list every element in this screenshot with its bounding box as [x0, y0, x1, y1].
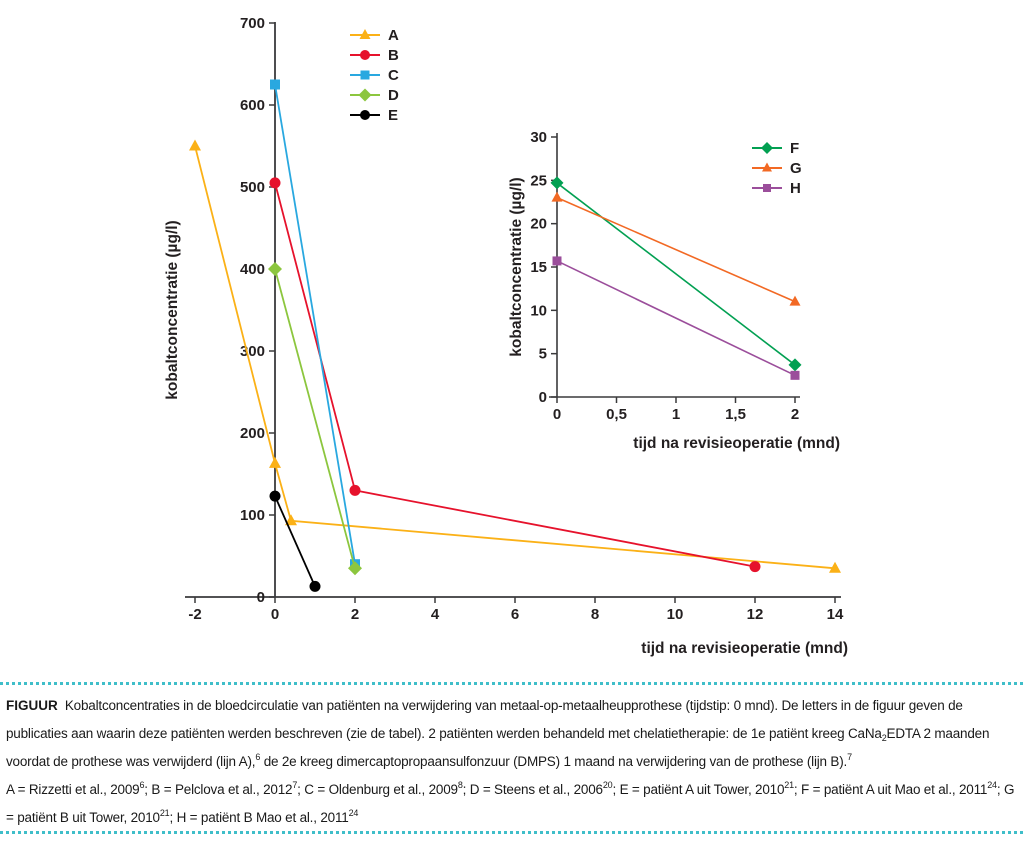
- caption-main-text: Kobaltconcentraties in de bloedcirculati…: [6, 698, 990, 769]
- series-G-marker: [789, 295, 801, 306]
- legend-marker-A: [359, 29, 371, 39]
- legend-marker-G: [762, 162, 772, 172]
- main-x-tick-label: 6: [511, 606, 519, 623]
- main-series-D: [268, 262, 362, 576]
- inset-legend: FGH: [752, 140, 802, 197]
- series-A-marker: [269, 456, 281, 468]
- main-chart: -2 0 2 4 6 8 10 12 140100200300400500600700tijd …: [164, 15, 848, 657]
- main-y-tick-label: 500: [240, 179, 265, 196]
- series-E-marker: [309, 580, 321, 592]
- main-series-E: [269, 490, 321, 592]
- legend-marker-E: [360, 110, 370, 120]
- inset-y-tick-label: 30: [530, 129, 547, 146]
- series-G-marker: [551, 191, 563, 202]
- caption-label: FIGUUR: [6, 698, 58, 713]
- main-x-tick-label: 10: [667, 606, 684, 623]
- main-y-tick-label: 600: [240, 97, 265, 114]
- caption-paragraph-main: FIGUUR Kobaltconcentraties in de bloedci…: [6, 692, 1018, 776]
- inset-y-tick-label: 10: [530, 302, 547, 319]
- series-B-marker: [749, 561, 761, 573]
- legend-marker-D: [358, 88, 372, 102]
- inset-y-axis-label: kobaltconcentratie (µg/l): [508, 177, 525, 356]
- main-y-tick-label: 400: [240, 261, 265, 278]
- dotted-divider-bottom: [0, 831, 1024, 834]
- main-series-B: [269, 177, 761, 573]
- inset-x-tick-label: 1,5: [725, 406, 746, 423]
- series-E-line: [274, 495, 316, 587]
- figure-caption-block: FIGUUR Kobaltconcentraties in de bloedci…: [6, 692, 1018, 832]
- caption-paragraph-refs: A = Rizzetti et al., 20096; B = Pelclova…: [6, 776, 1018, 832]
- inset-x-tick-label: 0: [553, 406, 561, 423]
- inset-x-axis-label: tijd na revisieoperatie (mnd): [633, 435, 840, 452]
- main-x-tick-label: 4: [431, 606, 440, 623]
- legend-label-G: G: [790, 160, 802, 177]
- legend-label-A: A: [388, 27, 399, 44]
- main-y-tick-label: 0: [257, 589, 265, 606]
- series-H-line: [556, 260, 796, 377]
- inset-y-tick-label: 15: [530, 259, 547, 276]
- series-D-line: [274, 268, 356, 569]
- series-D-marker: [268, 262, 282, 276]
- inset-y-tick-label: 25: [530, 172, 547, 189]
- inset-x-tick-label: 0,5: [606, 406, 627, 423]
- series-A-line: [194, 145, 836, 570]
- caption-refs-text: A = Rizzetti et al., 20096; B = Pelclova…: [6, 780, 1015, 826]
- legend-label-E: E: [388, 107, 398, 124]
- main-x-tick-label: 0: [271, 606, 279, 623]
- main-x-tick-label: 12: [747, 606, 764, 623]
- inset-series-F: [550, 176, 802, 372]
- main-x-tick-label: 8: [591, 606, 599, 623]
- main-x-axis-label: tijd na revisieoperatie (mnd): [641, 640, 848, 657]
- inset-x-tick-label: 2: [791, 406, 799, 423]
- series-G-line: [556, 196, 796, 303]
- series-B-marker: [269, 177, 281, 189]
- inset-x-tick-label: 1: [672, 406, 680, 423]
- series-B-marker: [349, 484, 361, 496]
- charts-canvas: -2 0 2 4 6 8 10 12 140100200300400500600700tijd …: [164, 15, 848, 657]
- main-axes: -2 0 2 4 6 8 10 12 140100200300400500600700tijd …: [164, 15, 848, 657]
- legend-label-F: F: [790, 140, 799, 157]
- legend-marker-C: [360, 70, 370, 80]
- main-y-tick-label: 300: [240, 343, 265, 360]
- series-C-line: [274, 84, 356, 565]
- main-series-A: [189, 139, 841, 573]
- main-y-tick-label: 700: [240, 15, 265, 32]
- inset-y-tick-label: 20: [530, 216, 547, 233]
- inset-y-tick-label: 0: [539, 389, 547, 406]
- series-F-line: [556, 182, 796, 366]
- inset-y-tick-label: 5: [539, 346, 547, 363]
- legend-label-D: D: [388, 87, 399, 104]
- series-A-marker: [189, 139, 201, 151]
- main-y-axis-label: kobaltconcentratie (µg/l): [164, 220, 181, 399]
- legend-marker-F: [761, 142, 773, 154]
- series-H-marker: [552, 256, 562, 266]
- main-x-tick-label: 2: [351, 606, 359, 623]
- dotted-divider-top: [0, 682, 1024, 685]
- series-C-marker: [270, 79, 280, 90]
- main-y-tick-label: 100: [240, 507, 265, 524]
- series-F-marker: [788, 358, 802, 372]
- series-H-marker: [790, 370, 800, 380]
- legend-label-C: C: [388, 67, 399, 84]
- main-y-tick-label: 200: [240, 425, 265, 442]
- main-x-tick-label: 14: [827, 606, 844, 623]
- series-F-marker: [550, 176, 564, 190]
- inset-series-H: [552, 256, 800, 380]
- series-E-marker: [269, 490, 281, 502]
- legend-label-B: B: [388, 47, 399, 64]
- legend-marker-H: [763, 184, 771, 192]
- legend-label-H: H: [790, 180, 801, 197]
- inset-series-G: [551, 191, 801, 306]
- main-x-tick-label: -2: [188, 606, 201, 623]
- series-A-marker: [285, 514, 297, 526]
- series-A-marker: [829, 561, 841, 573]
- legend-marker-B: [360, 50, 370, 60]
- series-D-marker: [348, 561, 362, 576]
